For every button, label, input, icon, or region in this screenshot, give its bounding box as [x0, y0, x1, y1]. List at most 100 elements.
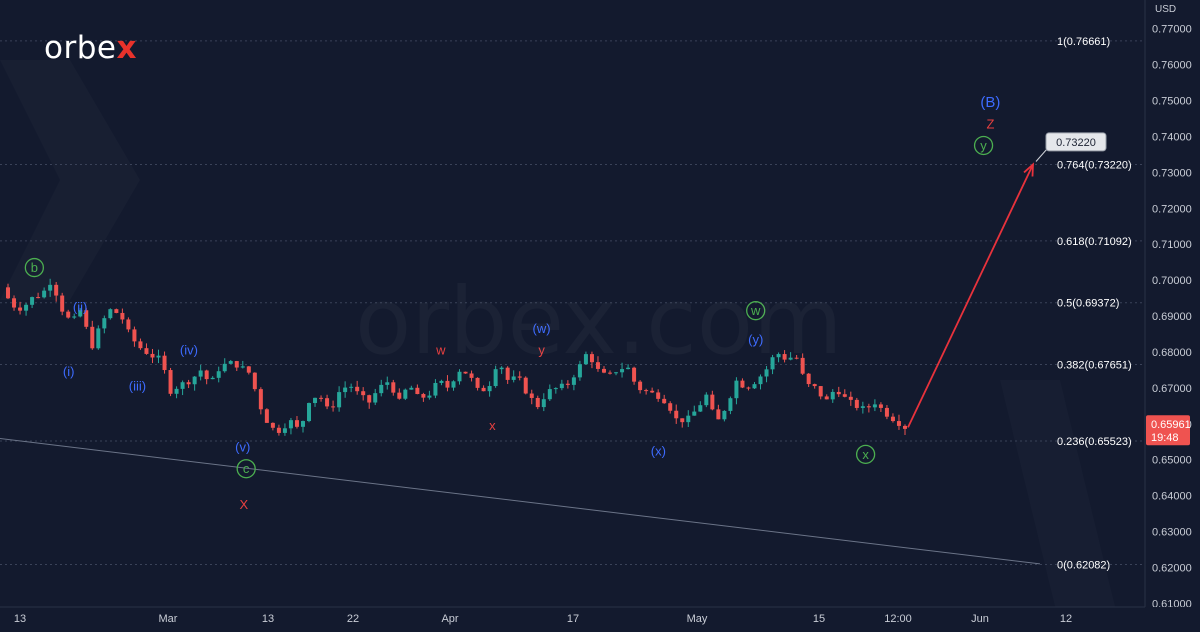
candle-body — [601, 368, 606, 373]
candle-body — [367, 395, 372, 403]
candle-body — [439, 380, 444, 383]
wave-label-1: (ii) — [73, 300, 87, 315]
fib-label-6: 0(0.62082) — [1057, 560, 1110, 572]
candle-body — [866, 406, 871, 408]
candle-body — [523, 377, 528, 394]
wave-label-5: (v) — [235, 440, 250, 455]
candle-body — [830, 391, 835, 400]
decor-chevron — [0, 60, 140, 300]
time-axis: 13 Mar 13 22 Apr 17 May 15 12:00 Jun 12 — [0, 606, 1200, 627]
currency-label: USD — [1155, 4, 1176, 15]
lower-trendline — [0, 438, 1041, 565]
y-tick-11: 0.72000 — [1152, 203, 1192, 215]
y-tick-16: 0.77000 — [1152, 24, 1192, 36]
candle-body — [319, 397, 324, 399]
candle-body — [499, 367, 504, 370]
candle-body — [608, 372, 613, 374]
candle-body — [54, 284, 59, 296]
candle-body — [716, 409, 721, 420]
x-tick-3: 22 — [347, 613, 359, 625]
candle-body — [638, 381, 643, 391]
candle-body — [36, 297, 41, 299]
wave-label-4: (iv) — [180, 343, 198, 358]
candle-body — [469, 373, 474, 378]
y-tick-1: 0.62000 — [1152, 562, 1192, 574]
candle-body — [264, 409, 269, 423]
candle-body — [337, 392, 342, 408]
candle-body — [692, 411, 697, 416]
wave-label-16: (B) — [980, 94, 1000, 111]
candle-body — [331, 406, 336, 408]
candle-body — [210, 377, 215, 380]
candle-body — [403, 389, 408, 399]
candle-body — [144, 348, 149, 354]
x-tick-6: May — [687, 613, 708, 625]
projection-arrow: 0.73220 — [907, 132, 1107, 428]
candle-body — [78, 310, 83, 317]
y-tick-8: 0.69000 — [1152, 311, 1192, 323]
fib-label-0: 1(0.76661) — [1057, 36, 1110, 48]
candle-body — [132, 329, 137, 342]
wave-label-2: (i) — [63, 364, 75, 379]
y-tick-7: 0.68000 — [1152, 347, 1192, 359]
candle-body — [776, 354, 781, 358]
candle-body — [752, 384, 757, 389]
fib-label-5: 0.236(0.65523) — [1057, 436, 1132, 448]
candle-body — [812, 384, 817, 387]
candle-body — [427, 395, 432, 398]
candle-body — [174, 388, 179, 394]
candle-body — [307, 403, 312, 422]
wave-label-10: (w) — [533, 321, 551, 336]
x-tick-7: 15 — [813, 613, 825, 625]
candle-body — [24, 304, 29, 311]
candle-body — [860, 406, 865, 408]
candle-body — [686, 415, 691, 423]
wave-label-11: y — [538, 343, 545, 358]
target-callout-box — [1045, 132, 1107, 152]
y-tick-14: 0.75000 — [1152, 96, 1192, 108]
wave-annotations: b (ii) (i) (iii) (iv) (v) c Xw x (w) y (x) w (y) x (B) Z… — [24, 94, 1000, 512]
candle-body — [156, 355, 161, 358]
wave-label-15: x — [862, 447, 869, 462]
wave-label-6: c — [243, 461, 250, 476]
candle-body — [361, 391, 366, 396]
candle-body — [192, 376, 197, 385]
fib-levels: 1(0.76661) 0.764(0.73220) 0.618(0.71092) 0.… — [0, 36, 1144, 572]
x-tick-9: Jun — [971, 613, 989, 625]
candle-body — [758, 376, 763, 385]
candle-body — [529, 393, 534, 398]
candle-body — [656, 392, 661, 399]
candle-body — [463, 371, 468, 374]
candle-body — [595, 362, 600, 369]
candle-body — [794, 357, 799, 359]
candle-body — [258, 389, 263, 410]
fib-label-2: 0.618(0.71092) — [1057, 236, 1132, 248]
logo-accent: x — [116, 30, 137, 66]
wave-label-0: b — [31, 260, 38, 275]
candle-body — [355, 386, 360, 392]
candle-body — [228, 361, 233, 364]
wave-label-14: (y) — [748, 332, 763, 347]
target-callout-pointer — [1035, 147, 1049, 162]
candle-body — [481, 387, 486, 392]
price-axis: USD0.610000.620000.630000.640000.650000.… — [1144, 0, 1200, 627]
current-price-value: 0.65961 — [1151, 419, 1191, 431]
candle-body — [650, 390, 655, 393]
candle-body — [662, 398, 667, 404]
candle-body — [535, 397, 540, 408]
y-tick-10: 0.71000 — [1152, 239, 1192, 251]
candle-body — [126, 319, 131, 330]
candle-body — [577, 364, 582, 378]
candle-body — [878, 404, 883, 408]
x-tick-5: 17 — [567, 613, 579, 625]
x-tick-4: Apr — [441, 613, 458, 625]
candle-body — [343, 387, 348, 393]
candle-body — [246, 366, 251, 373]
candle-body — [373, 393, 378, 403]
time-axis-bg — [0, 607, 1200, 627]
x-tick-10: 12 — [1060, 613, 1072, 625]
candle-body — [824, 396, 829, 400]
candle-body — [379, 384, 384, 394]
candle-body — [445, 380, 450, 388]
candle-body — [553, 388, 558, 390]
